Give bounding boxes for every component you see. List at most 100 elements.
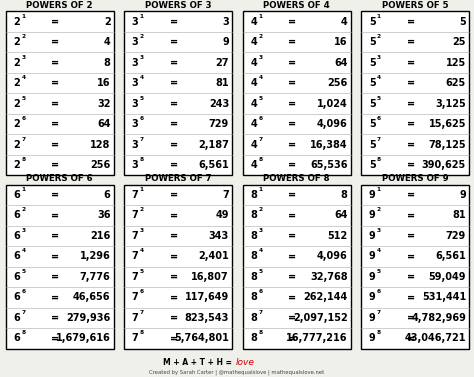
Text: =: = bbox=[407, 231, 415, 241]
Text: =: = bbox=[51, 37, 59, 47]
Text: 1: 1 bbox=[21, 14, 26, 18]
Text: 32,768: 32,768 bbox=[310, 272, 347, 282]
Text: 8: 8 bbox=[258, 157, 263, 162]
Text: 7: 7 bbox=[132, 231, 138, 241]
Text: 3: 3 bbox=[132, 17, 138, 26]
Text: love: love bbox=[236, 358, 255, 367]
Text: =: = bbox=[170, 190, 178, 200]
Text: 512: 512 bbox=[327, 231, 347, 241]
Text: 256: 256 bbox=[327, 78, 347, 88]
Text: =: = bbox=[407, 139, 415, 150]
Text: M + A + T + H =: M + A + T + H = bbox=[163, 358, 235, 367]
Text: =: = bbox=[288, 78, 296, 88]
Text: 6: 6 bbox=[140, 116, 144, 121]
Text: 6: 6 bbox=[377, 116, 381, 121]
Text: 81: 81 bbox=[215, 78, 229, 88]
Text: =: = bbox=[288, 160, 296, 170]
Text: 4,096: 4,096 bbox=[317, 251, 347, 262]
Text: 4: 4 bbox=[21, 75, 26, 80]
Text: 9: 9 bbox=[369, 313, 375, 323]
Text: 8: 8 bbox=[250, 190, 257, 200]
Text: 3: 3 bbox=[132, 160, 138, 170]
Text: =: = bbox=[51, 78, 59, 88]
Text: 3,125: 3,125 bbox=[435, 98, 466, 109]
Text: 78,125: 78,125 bbox=[428, 139, 466, 150]
Text: 4: 4 bbox=[250, 119, 257, 129]
Text: 8: 8 bbox=[250, 313, 257, 323]
Text: 6: 6 bbox=[258, 290, 263, 294]
Text: 6: 6 bbox=[13, 293, 20, 302]
Text: 2,401: 2,401 bbox=[198, 251, 229, 262]
Text: =: = bbox=[407, 251, 415, 262]
Text: 16,384: 16,384 bbox=[310, 139, 347, 150]
Text: =: = bbox=[288, 37, 296, 47]
Text: =: = bbox=[288, 98, 296, 109]
Text: 7: 7 bbox=[21, 136, 26, 141]
Text: 8: 8 bbox=[377, 157, 381, 162]
Text: 6: 6 bbox=[21, 290, 26, 294]
Text: 16,777,216: 16,777,216 bbox=[286, 334, 347, 343]
Text: 2: 2 bbox=[21, 207, 26, 213]
Text: 3: 3 bbox=[132, 58, 138, 67]
Text: 7: 7 bbox=[21, 310, 26, 315]
Bar bbox=[124, 185, 232, 349]
Text: 3: 3 bbox=[132, 98, 138, 109]
Text: 49: 49 bbox=[216, 210, 229, 221]
Bar bbox=[6, 185, 114, 349]
Text: =: = bbox=[288, 119, 296, 129]
Text: 2: 2 bbox=[258, 207, 263, 213]
Text: Created by Sarah Carter | @mathequalslove | mathequalslove.net: Created by Sarah Carter | @mathequalslov… bbox=[149, 370, 325, 375]
Text: 8: 8 bbox=[250, 210, 257, 221]
Text: 6: 6 bbox=[13, 210, 20, 221]
Text: 8: 8 bbox=[250, 251, 257, 262]
Text: 7,776: 7,776 bbox=[80, 272, 110, 282]
Text: 2: 2 bbox=[377, 207, 381, 213]
Text: 125: 125 bbox=[446, 58, 466, 67]
Text: =: = bbox=[51, 190, 59, 200]
Text: =: = bbox=[170, 231, 178, 241]
Text: 4: 4 bbox=[140, 75, 144, 80]
Text: 1,679,616: 1,679,616 bbox=[56, 334, 110, 343]
Text: 1: 1 bbox=[21, 187, 26, 192]
Text: 243: 243 bbox=[209, 98, 229, 109]
Text: 2: 2 bbox=[258, 34, 263, 39]
Text: =: = bbox=[288, 334, 296, 343]
Text: 5: 5 bbox=[377, 269, 381, 274]
Text: 2: 2 bbox=[13, 58, 20, 67]
Text: 7: 7 bbox=[132, 251, 138, 262]
Text: POWERS OF 3: POWERS OF 3 bbox=[145, 1, 211, 10]
Text: 5: 5 bbox=[21, 95, 26, 101]
Text: 2,187: 2,187 bbox=[198, 139, 229, 150]
Text: =: = bbox=[170, 17, 178, 26]
Text: 6: 6 bbox=[258, 116, 263, 121]
Text: =: = bbox=[170, 160, 178, 170]
Text: 9: 9 bbox=[369, 293, 375, 302]
Text: 7: 7 bbox=[132, 293, 138, 302]
Text: 7: 7 bbox=[140, 136, 144, 141]
Text: =: = bbox=[407, 98, 415, 109]
Text: 5: 5 bbox=[140, 269, 144, 274]
Text: 3: 3 bbox=[140, 228, 144, 233]
Text: =: = bbox=[51, 17, 59, 26]
Text: POWERS OF 4: POWERS OF 4 bbox=[264, 1, 330, 10]
Text: 729: 729 bbox=[209, 119, 229, 129]
Text: 3: 3 bbox=[258, 228, 263, 233]
Text: 6: 6 bbox=[21, 116, 26, 121]
Text: 1: 1 bbox=[258, 14, 263, 18]
Text: =: = bbox=[288, 210, 296, 221]
Text: 531,441: 531,441 bbox=[422, 293, 466, 302]
Text: =: = bbox=[170, 119, 178, 129]
Bar bbox=[6, 11, 114, 175]
Text: 4: 4 bbox=[341, 17, 347, 26]
Text: 2: 2 bbox=[13, 17, 20, 26]
Text: 5: 5 bbox=[369, 119, 375, 129]
Text: 390,625: 390,625 bbox=[422, 160, 466, 170]
Text: 2,097,152: 2,097,152 bbox=[293, 313, 347, 323]
Text: 4: 4 bbox=[250, 78, 257, 88]
Text: =: = bbox=[407, 58, 415, 67]
Text: 4: 4 bbox=[250, 139, 257, 150]
Bar bbox=[243, 11, 351, 175]
Text: 7: 7 bbox=[258, 310, 263, 315]
Text: 4: 4 bbox=[250, 98, 257, 109]
Text: 4: 4 bbox=[21, 248, 26, 253]
